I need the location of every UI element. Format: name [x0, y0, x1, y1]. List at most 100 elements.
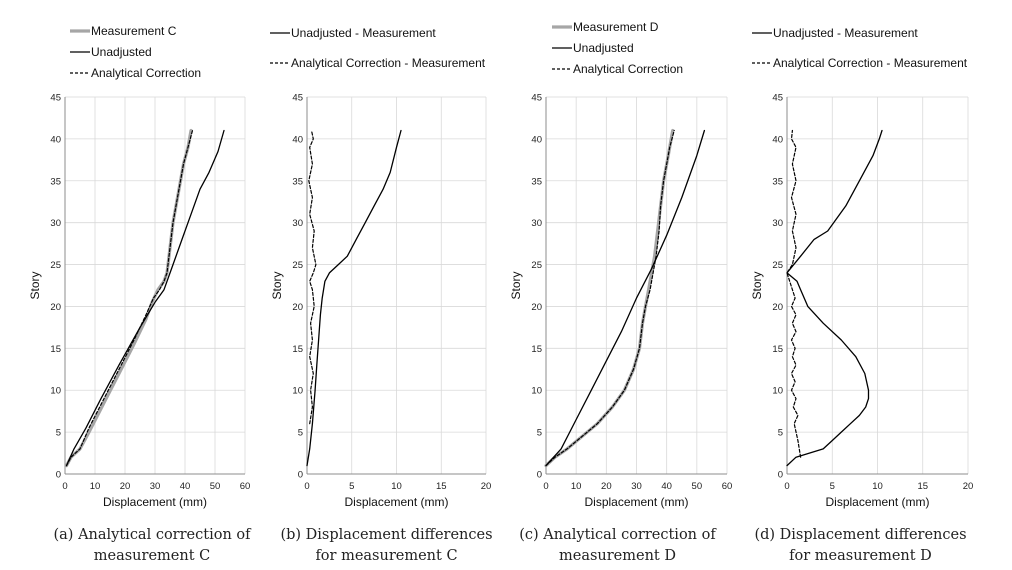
x-tick-label: 10: [872, 481, 883, 492]
y-tick-label: 30: [50, 218, 61, 229]
legend-label: Unadjusted - Measurement: [773, 26, 918, 40]
chart-panel-a: 0 5 10 15 20 25 30 35 40 45 0 10 20 30 40 50 60 Displacem…: [28, 24, 252, 564]
y-tick-label: 35: [50, 176, 61, 187]
y-tick-label: 30: [292, 218, 303, 229]
legend-label: Analytical Correction: [573, 62, 683, 76]
y-tick-label: 10: [50, 386, 61, 397]
panel-caption: (d) Displacement differences: [754, 527, 966, 543]
panel-caption: measurement C: [94, 548, 210, 564]
panel-caption: (b) Displacement differences: [280, 527, 492, 543]
y-tick-label: 0: [537, 470, 542, 481]
x-tick-label: 5: [830, 481, 835, 492]
series-line-unadjusted-measurement: [786, 129, 883, 467]
x-tick-label: 20: [481, 481, 492, 492]
y-tick-label: 0: [298, 470, 303, 481]
legend-label: Measurement D: [573, 20, 659, 34]
legend-label: Analytical Correction: [91, 66, 201, 80]
x-axis-title: Displacement (mm): [584, 495, 688, 509]
y-axis-title: Story: [270, 271, 284, 299]
chart-panel-b: 0 5 10 15 20 25 30 35 40 45 0 5 10 15 20 Displacement (…: [270, 26, 493, 564]
x-tick-label: 15: [436, 481, 447, 492]
y-tick-label: 45: [531, 93, 542, 104]
legend-label: Unadjusted: [573, 41, 634, 55]
legend-label: Unadjusted - Measurement: [291, 26, 436, 40]
x-tick-label: 0: [543, 481, 548, 492]
x-tick-label: 20: [601, 481, 612, 492]
y-tick-label: 5: [56, 428, 61, 439]
y-tick-label: 25: [292, 260, 303, 271]
legend-label: Analytical Correction - Measurement: [773, 56, 968, 70]
y-tick-label: 45: [292, 93, 303, 104]
chart-panel-d: 0 5 10 15 20 25 30 35 40 45 0 5 10 15 20 Displacement (…: [750, 26, 973, 564]
y-tick-label: 45: [772, 93, 783, 104]
x-tick-label: 60: [722, 481, 733, 492]
legend-label: Analytical Correction - Measurement: [291, 56, 486, 70]
y-tick-label: 45: [50, 93, 61, 104]
x-tick-label: 30: [150, 481, 161, 492]
x-tick-label: 10: [571, 481, 582, 492]
y-tick-label: 10: [292, 386, 303, 397]
y-tick-label: 5: [537, 428, 542, 439]
y-tick-label: 35: [531, 176, 542, 187]
y-tick-label: 0: [778, 470, 783, 481]
x-tick-label: 0: [62, 481, 67, 492]
x-tick-label: 30: [631, 481, 642, 492]
y-axis-title: Story: [750, 271, 764, 299]
panel-caption: for measurement C: [315, 548, 457, 564]
series-line-unadjusted-measurement: [306, 129, 402, 467]
y-tick-label: 0: [56, 470, 61, 481]
x-tick-label: 20: [120, 481, 131, 492]
y-tick-label: 30: [772, 218, 783, 229]
y-tick-label: 40: [292, 134, 303, 145]
y-tick-label: 5: [298, 428, 303, 439]
x-tick-label: 15: [917, 481, 928, 492]
y-tick-label: 40: [50, 134, 61, 145]
x-tick-label: 20: [963, 481, 974, 492]
series-line-analytical-correction: [545, 129, 675, 467]
y-tick-label: 20: [531, 302, 542, 313]
y-tick-label: 10: [772, 386, 783, 397]
y-tick-label: 10: [531, 386, 542, 397]
y-tick-label: 5: [778, 428, 783, 439]
y-axis-title: Story: [509, 271, 523, 299]
series-line-unadjusted: [65, 129, 225, 467]
x-tick-label: 10: [90, 481, 101, 492]
x-axis-title: Displacement (mm): [825, 495, 929, 509]
chart-panel-c: 0 5 10 15 20 25 30 35 40 45 0 10 20 30 40 50 60 Displacem…: [509, 20, 732, 564]
series-line-analytical-correction: [65, 129, 194, 467]
y-tick-label: 15: [772, 344, 783, 355]
x-tick-label: 50: [692, 481, 703, 492]
y-tick-label: 25: [50, 260, 61, 271]
legend-label: Unadjusted: [91, 45, 152, 59]
x-tick-label: 10: [391, 481, 402, 492]
panel-caption: (a) Analytical correction of: [54, 527, 253, 543]
series-line-analytical-correction-measurement: [786, 129, 802, 458]
x-tick-label: 60: [240, 481, 251, 492]
x-tick-label: 40: [661, 481, 672, 492]
y-tick-label: 20: [772, 302, 783, 313]
y-tick-label: 40: [531, 134, 542, 145]
y-tick-label: 25: [772, 260, 783, 271]
x-tick-label: 50: [210, 481, 221, 492]
x-axis-title: Displacement (mm): [103, 495, 207, 509]
series-line-analytical-correction-measurement: [308, 129, 317, 425]
y-tick-label: 20: [292, 302, 303, 313]
x-tick-label: 40: [180, 481, 191, 492]
y-tick-label: 35: [772, 176, 783, 187]
y-tick-label: 25: [531, 260, 542, 271]
x-tick-label: 5: [349, 481, 354, 492]
y-tick-label: 15: [531, 344, 542, 355]
panel-caption: (c) Analytical correction of: [519, 527, 717, 543]
x-axis-title: Displacement (mm): [344, 495, 448, 509]
y-tick-label: 20: [50, 302, 61, 313]
legend-label: Measurement C: [91, 24, 177, 38]
panel-caption: for measurement D: [789, 548, 932, 564]
y-tick-label: 15: [292, 344, 303, 355]
series-line-unadjusted: [545, 129, 706, 467]
y-axis-title: Story: [28, 271, 42, 299]
y-tick-label: 35: [292, 176, 303, 187]
y-tick-label: 40: [772, 134, 783, 145]
y-tick-label: 30: [531, 218, 542, 229]
x-tick-label: 0: [304, 481, 309, 492]
